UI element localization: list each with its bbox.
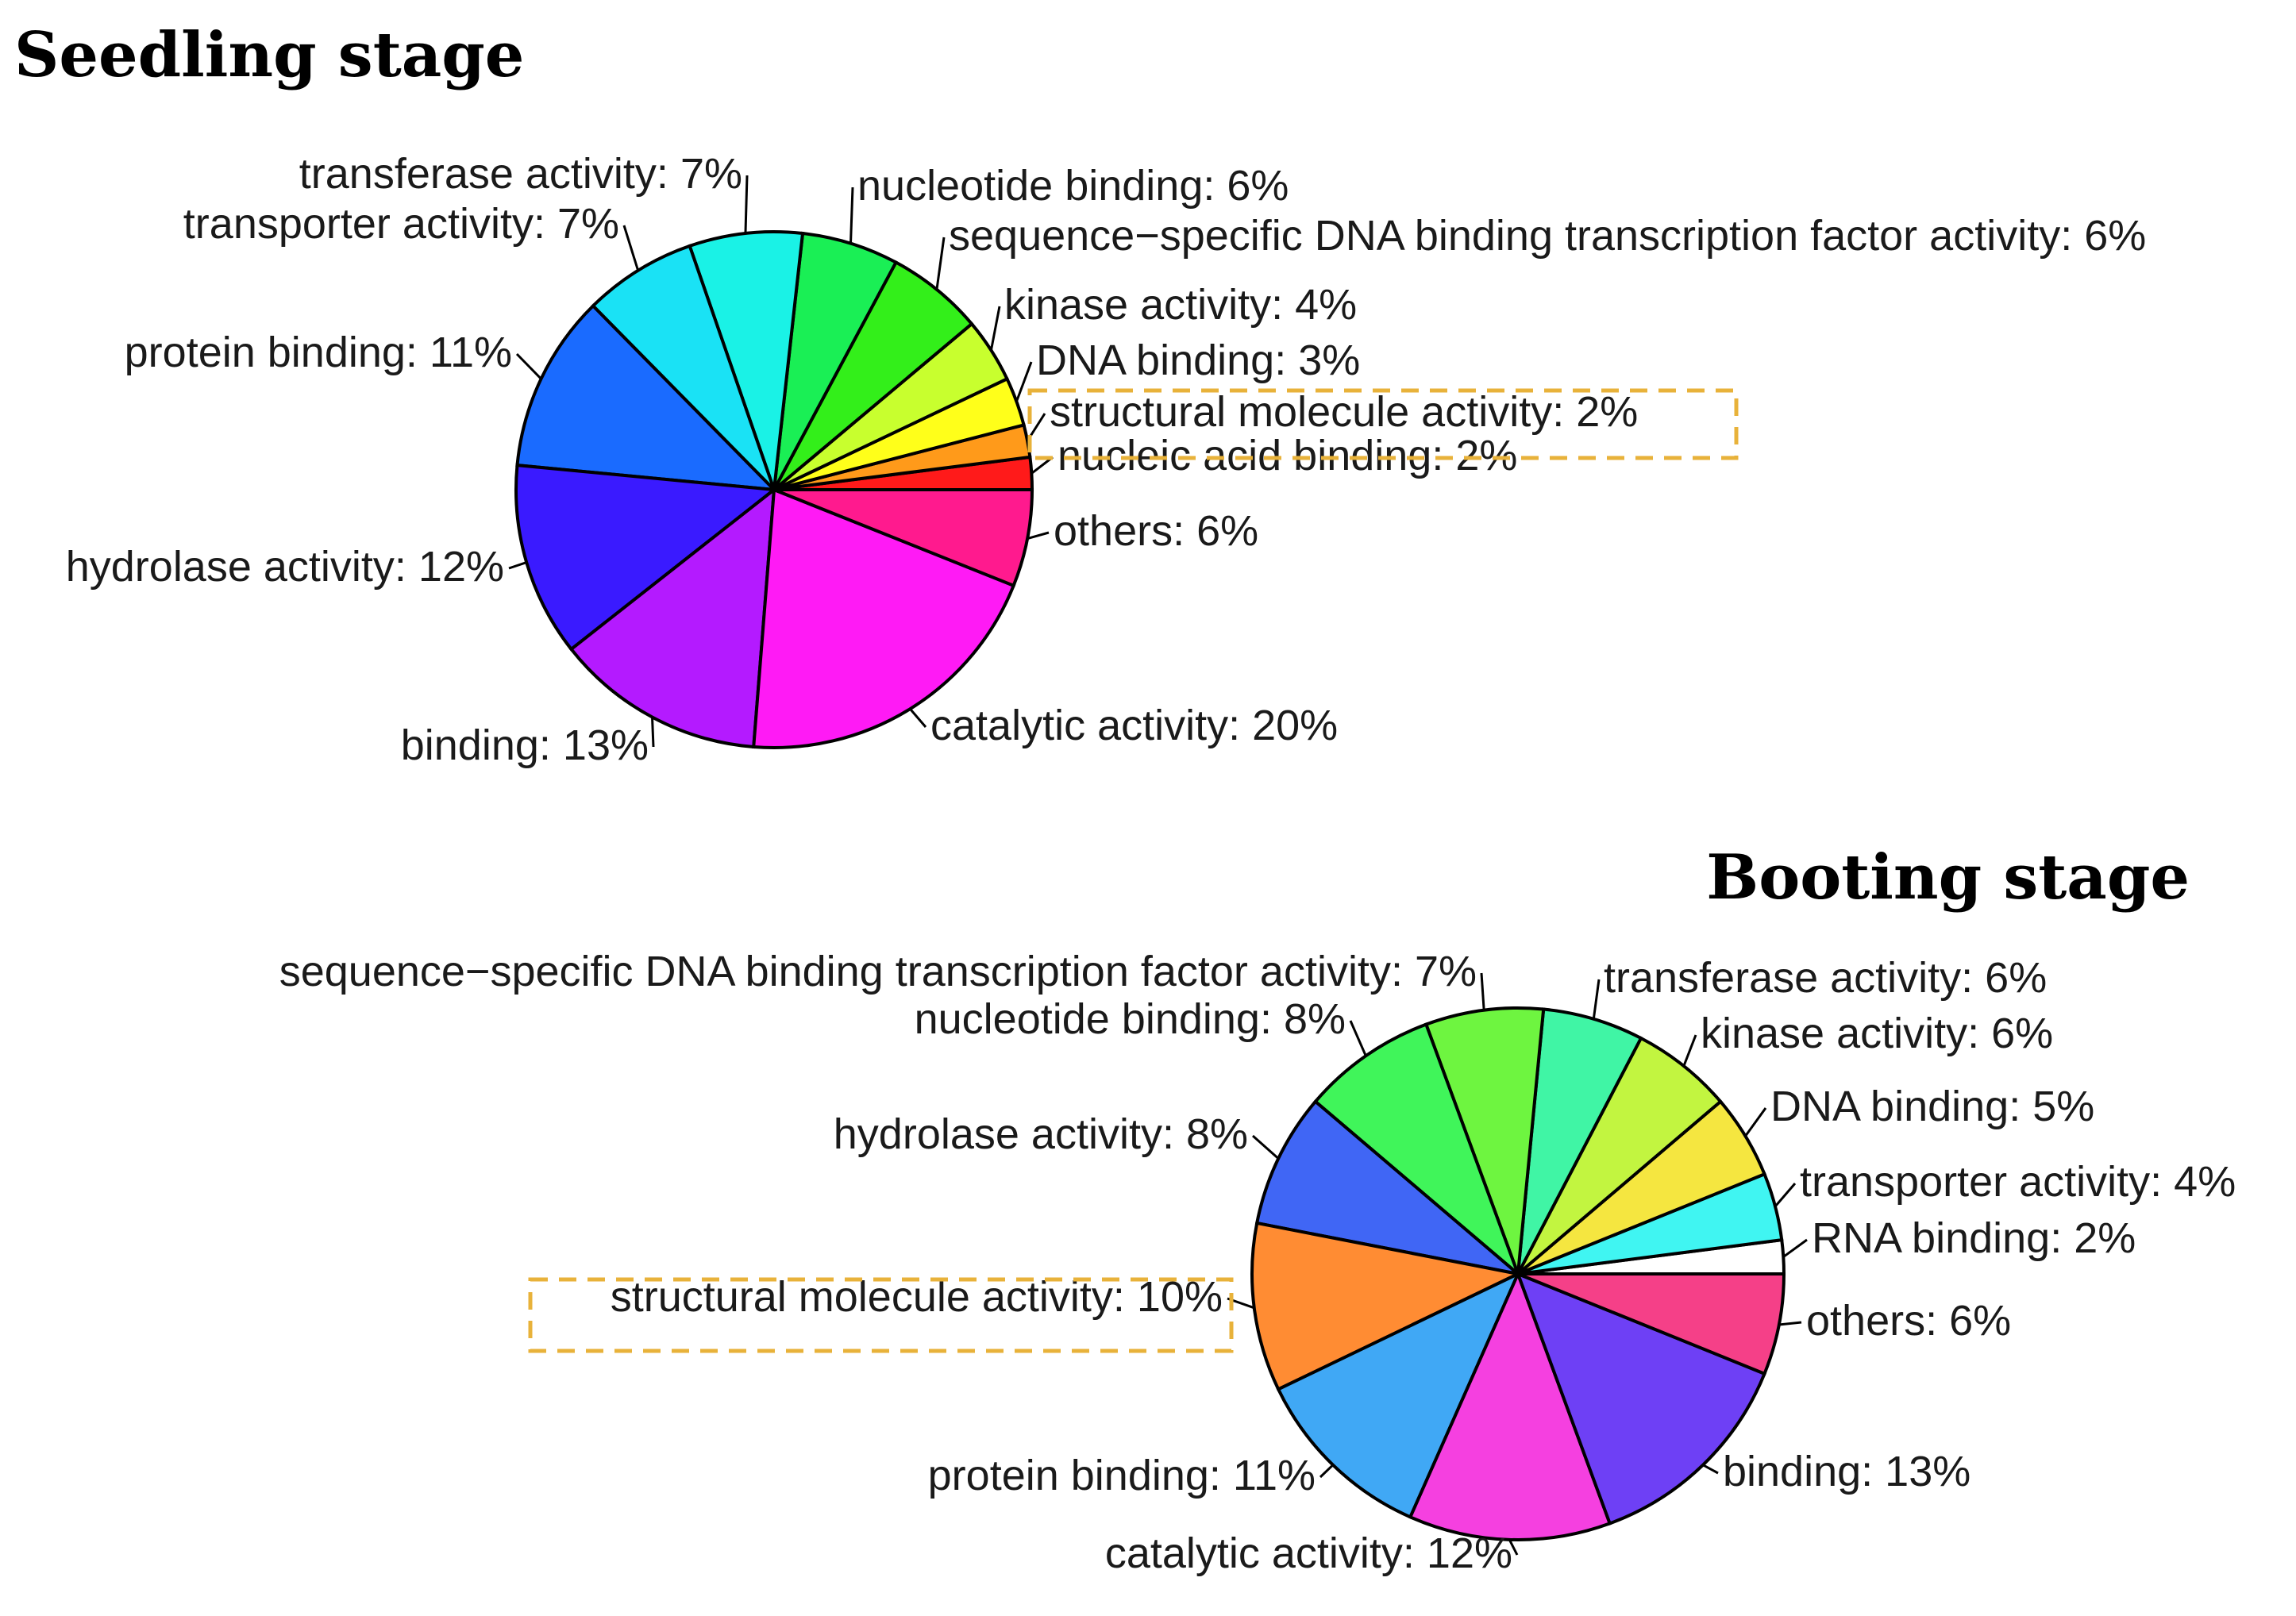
- booting-leader-protein-binding: [1319, 1464, 1334, 1479]
- booting-title: Booting stage: [1706, 841, 2190, 914]
- booting-label-kinase-activity: kinase activity: 6%: [1701, 1010, 2053, 1057]
- booting-label-dna-binding: DNA binding: 5%: [1770, 1083, 2094, 1130]
- seedling-label-hydrolase-activity: hydrolase activity: 12%: [66, 543, 504, 591]
- seedling-label-kinase-activity: kinase activity: 4%: [1004, 281, 1357, 329]
- seedling-label-transporter-activity: transporter activity: 7%: [183, 200, 619, 248]
- seedling-label-nucleotide-binding: nucleotide binding: 6%: [857, 162, 1289, 210]
- booting-slice-protein-binding: [1276, 1270, 1522, 1519]
- booting-leader-others: [1778, 1321, 1802, 1326]
- booting-pie: RNA binding: 2% transporter activity: 4% D…: [279, 948, 2236, 1577]
- booting-leader-rna-binding: [1782, 1238, 1808, 1258]
- seedling-label-catalytic-activity: catalytic activity: 20%: [930, 702, 1338, 749]
- seedling-leader-transferase-activity: [744, 175, 749, 234]
- seedling-label-nucleic-acid-binding: nucleic acid binding: 2%: [1057, 432, 1517, 479]
- booting-slice-others: [1517, 1272, 1786, 1376]
- booting-leader-sequence-specific-dna-binding-transcription-factor-activity: [1480, 972, 1485, 1010]
- seedling-leader-sequence-specific-dna-binding-transcription-factor-activity: [935, 237, 946, 290]
- booting-leader-binding: [1702, 1464, 1719, 1475]
- booting-slice-structural-molecule-activity: [1250, 1221, 1524, 1392]
- seedling-slice-others: [773, 488, 1034, 588]
- booting-slice-catalytic-activity: [1408, 1269, 1612, 1541]
- seedling-slice-sequence-specific-dna-binding-transcription-factor-activity: [772, 260, 974, 491]
- booting-highlight-box: [528, 1277, 1234, 1353]
- booting-slice-transferase-activity: [1516, 1007, 1643, 1275]
- seedling-label-dna-binding: DNA binding: 3%: [1036, 337, 1360, 384]
- seedling-leader-kinase-activity: [989, 306, 1001, 351]
- booting-leader-kinase-activity: [1682, 1034, 1697, 1067]
- seedling-slice-nucleotide-binding: [772, 231, 899, 491]
- booting-label-nucleotide-binding: nucleotide binding: 8%: [915, 995, 1346, 1043]
- seedling-leader-others: [1027, 531, 1050, 540]
- seedling-label-transferase-activity: transferase activity: 7%: [299, 150, 742, 198]
- booting-leader-transporter-activity: [1774, 1183, 1797, 1208]
- seedling-leader-protein-binding: [515, 352, 542, 380]
- booting-leader-nucleotide-binding: [1349, 1020, 1367, 1056]
- booting-label-binding: binding: 13%: [1723, 1448, 1970, 1495]
- seedling-title: Seedling stage: [14, 19, 524, 91]
- booting-slice-kinase-activity: [1516, 1036, 1723, 1275]
- seedling-label-others: others: 6%: [1054, 507, 1258, 555]
- seedling-pie: nucleic acid binding: 2%structural molec…: [66, 150, 2147, 769]
- booting-label-others: others: 6%: [1806, 1297, 2011, 1345]
- seedling-slice-hydrolase-activity: [514, 463, 779, 652]
- booting-slice-nucleotide-binding: [1313, 1022, 1522, 1279]
- seedling-leader-nucleotide-binding: [849, 187, 854, 244]
- booting-slice-binding: [1515, 1271, 1767, 1526]
- seedling-leader-hydrolase-activity: [508, 561, 527, 570]
- booting-leader-dna-binding: [1744, 1107, 1767, 1137]
- booting-label-sequence-specific-dna-binding-transcription-factor-activity: sequence−specific DNA binding transcript…: [279, 948, 1477, 995]
- booting-label-protein-binding: protein binding: 11%: [928, 1452, 1316, 1499]
- seedling-leader-catalytic-activity: [909, 708, 927, 728]
- booting-label-rna-binding: RNA binding: 2%: [1812, 1214, 2136, 1262]
- booting-leader-catalytic-activity: [1508, 1539, 1519, 1556]
- booting-label-hydrolase-activity: hydrolase activity: 8%: [834, 1110, 1248, 1158]
- seedling-leader-transporter-activity: [622, 225, 640, 271]
- booting-label-catalytic-activity: catalytic activity: 12%: [1105, 1529, 1512, 1577]
- seedling-label-protein-binding: protein binding: 11%: [125, 329, 512, 376]
- seedling-label-structural-molecule-activity: structural molecule activity: 2%: [1050, 388, 1638, 436]
- seedling-label-binding: binding: 13%: [401, 721, 649, 769]
- seedling-leader-dna-binding: [1015, 361, 1033, 402]
- booting-label-transferase-activity: transferase activity: 6%: [1604, 954, 2047, 1002]
- seedling-highlight-box: [1027, 388, 1739, 460]
- booting-leader-hydrolase-activity: [1252, 1134, 1280, 1160]
- booting-leader-transferase-activity: [1592, 979, 1601, 1020]
- booting-label-transporter-activity: transporter activity: 4%: [1800, 1158, 2236, 1206]
- seedling-label-sequence-specific-dna-binding-transcription-factor-activity: sequence−specific DNA binding transcript…: [949, 212, 2146, 260]
